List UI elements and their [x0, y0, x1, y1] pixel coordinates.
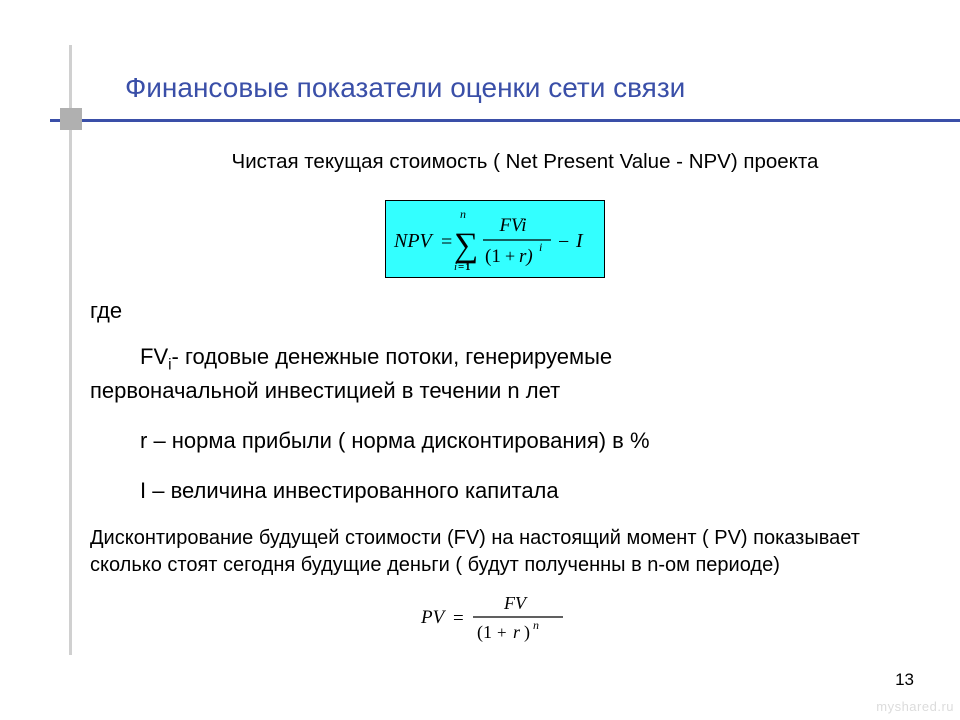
f1-den-r: r) [519, 246, 533, 267]
slide: Финансовые показатели оценки сети связи … [0, 0, 960, 720]
f1-den-exp: i [539, 240, 542, 254]
f2-den-close: ) [524, 622, 530, 643]
f1-sum-lower-eq: = [458, 261, 464, 273]
slide-body: Чистая текущая стоимость ( Net Present V… [90, 150, 900, 651]
f1-sum-upper: n [460, 207, 466, 221]
f2-den-r: r [513, 622, 521, 642]
npv-formula-box: NPV = ∑ n i = 1 FVi (1 + r) i − I [385, 200, 605, 278]
f2-num: FV [503, 593, 528, 613]
subtitle: Чистая текущая стоимость ( Net Present V… [150, 150, 900, 174]
f2-den-plus: + [497, 623, 507, 642]
def-fv: FVi- годовые денежные потоки, генерируем… [90, 342, 900, 406]
f2-den-exp: n [533, 618, 539, 632]
pv-formula-svg: PV = FV (1 + r ) n [415, 589, 575, 645]
f1-lhs: NPV [393, 230, 435, 252]
f1-minus: − [558, 231, 569, 253]
f1-num: FVi [498, 215, 526, 236]
f1-sum-lower-1: 1 [465, 261, 471, 273]
def-fv-text1: - годовые денежные потоки, генерируемые [172, 344, 613, 369]
f1-sigma: ∑ [454, 227, 478, 264]
def-fv-n: n [507, 378, 519, 403]
discount-paragraph: Дисконтирование будущей стоимости (FV) н… [90, 525, 900, 579]
f1-den-plus: + [505, 246, 515, 266]
page-number: 13 [895, 670, 914, 690]
f1-den-open: (1 [485, 246, 501, 267]
def-fv-symbol: FV [140, 344, 168, 369]
def-i: I – величина инвестированного капитала [140, 476, 900, 506]
def-r: r – норма прибыли ( норма дисконтировани… [140, 426, 900, 456]
accent-square [60, 108, 82, 130]
f2-den-open: (1 [477, 622, 492, 643]
pv-formula: PV = FV (1 + r ) n [90, 589, 900, 651]
f1-sum-lower-i: i [454, 261, 457, 273]
horizontal-divider [50, 119, 960, 122]
def-fv-text2a: первоначальной инвестицией в течении [90, 378, 507, 403]
f1-eq: = [441, 231, 452, 253]
slide-title: Финансовые показатели оценки сети связи [125, 72, 920, 104]
f2-lhs: PV [420, 607, 447, 628]
where-label: где [90, 298, 900, 324]
f2-eq: = [453, 608, 464, 629]
f1-tail-i: I [575, 230, 584, 252]
watermark: myshared.ru [876, 699, 954, 714]
vertical-divider [69, 45, 72, 655]
def-fv-text2b: лет [520, 378, 561, 403]
npv-formula-svg: NPV = ∑ n i = 1 FVi (1 + r) i − I [386, 201, 606, 279]
